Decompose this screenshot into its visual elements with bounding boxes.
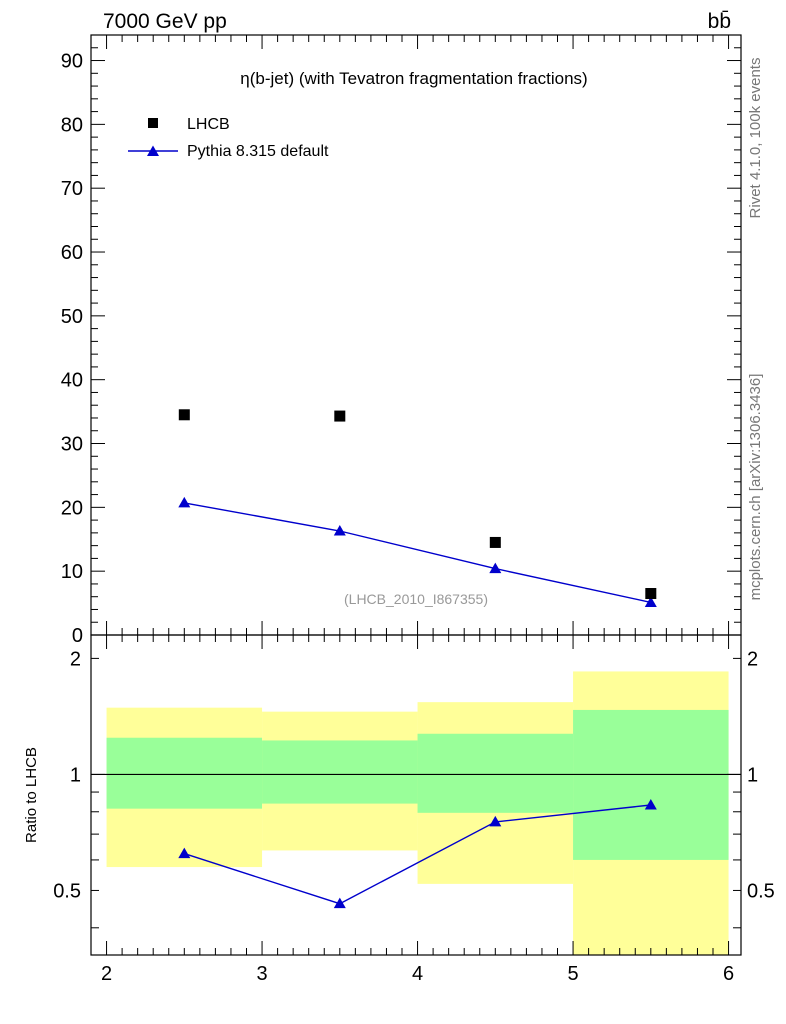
ratio-y-tick-label-right: 0.5 xyxy=(747,880,775,902)
data-point xyxy=(178,409,190,421)
data-point xyxy=(645,588,657,600)
side-label-top: Rivet 4.1.0, 100k events xyxy=(747,58,764,219)
main-panel: 0 10 20 30 40 50 60 70 80 90 η(b-jet) (with Tevat… xyxy=(61,34,742,647)
ratio-x-tick-label: 2 xyxy=(101,963,112,985)
ratio-x-tick-label: 5 xyxy=(567,963,578,985)
data-point xyxy=(334,410,346,422)
ratio-band-inner xyxy=(262,740,418,804)
main-y-tick-label: 40 xyxy=(61,370,83,392)
ratio-mc-point xyxy=(489,815,502,827)
mc-point xyxy=(333,524,346,536)
mc-point xyxy=(489,562,502,574)
ratio-x-tick-label: 4 xyxy=(412,963,423,985)
ratio-mc-point xyxy=(333,897,346,909)
ratio-band-inner xyxy=(573,709,729,860)
main-y-tick-label: 50 xyxy=(61,306,83,328)
legend-data-marker xyxy=(148,118,158,128)
ratio-y-tick-label: 2 xyxy=(70,648,81,670)
main-y-tick-label: 90 xyxy=(61,51,83,73)
ratio-mc-point xyxy=(644,799,657,810)
analysis-id: (LHCB_2010_I867355) xyxy=(344,591,488,607)
main-y-tick-label: 0 xyxy=(72,625,83,647)
ratio-mc-line xyxy=(184,804,651,905)
ratio-x-tick-label: 3 xyxy=(256,963,267,985)
mc-series-line xyxy=(184,502,651,604)
header-right-label: bb̄ xyxy=(708,10,731,33)
ratio-band-inner xyxy=(106,737,263,809)
main-title: η(b-jet) (with Tevatron fragmentation fr… xyxy=(240,69,587,88)
ratio-panel-frame xyxy=(90,634,742,956)
main-y-tick-label: 20 xyxy=(61,497,83,519)
mc-point xyxy=(178,496,191,508)
ratio-panel: 0.5 0.5 1 1 2 2 2 3 4 5 6 Ratio to LHCB xyxy=(23,634,775,985)
main-y-tick-label: 60 xyxy=(61,242,83,264)
ratio-y-tick-label-right: 1 xyxy=(747,764,758,786)
main-y-tick-label: 70 xyxy=(61,178,83,200)
ratio-y-tick-label: 0.5 xyxy=(53,880,81,902)
ratio-mc-point xyxy=(178,847,191,859)
main-plot-area xyxy=(178,409,657,607)
ratio-y-tick-label-right: 2 xyxy=(747,648,758,670)
header-left-label: 7000 GeV pp xyxy=(103,10,227,33)
ratio-x-tick-label: 6 xyxy=(723,963,734,985)
ratio-ylabel: Ratio to LHCB xyxy=(23,747,40,843)
legend-mc-marker xyxy=(147,145,159,156)
main-y-tick-label: 30 xyxy=(61,434,83,456)
side-label-bottom: mcplots.cern.ch [arXiv:1306.3436] xyxy=(747,374,764,601)
ratio-y-tick-label: 1 xyxy=(70,764,81,786)
mc-point xyxy=(644,596,657,607)
main-y-tick-label: 10 xyxy=(61,561,83,583)
legend-data-label: LHCB xyxy=(187,116,230,133)
ratio-band-inner xyxy=(417,733,574,813)
main-y-tick-label: 80 xyxy=(61,114,83,136)
ratio-axis-ticks: 0.5 0.5 1 1 2 2 2 3 4 5 6 xyxy=(53,635,775,985)
data-point xyxy=(489,536,501,548)
ratio-plot-area xyxy=(91,671,741,955)
main-axis-ticks: 0 10 20 30 40 50 60 70 80 90 xyxy=(61,34,741,647)
legend-mc-label: Pythia 8.315 default xyxy=(187,143,329,160)
legend: LHCB Pythia 8.315 default xyxy=(128,116,329,160)
